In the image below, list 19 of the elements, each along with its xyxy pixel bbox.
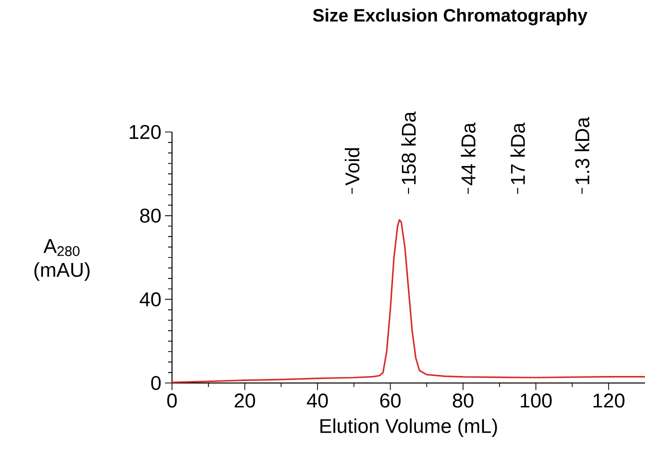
x-tick-label: 0	[167, 394, 177, 408]
ref-line-label: 1.3 kDa	[574, 117, 590, 184]
y-tick-label: 0	[151, 376, 161, 390]
x-tick-label: 40	[306, 394, 328, 408]
y-tick-label: 120	[130, 124, 161, 140]
ref-line-label: Void	[344, 148, 360, 186]
ref-line-label: 158 kDa	[401, 111, 416, 184]
ref-line-label: 17 kDa	[510, 122, 525, 184]
x-axis-title: Elution Volume (mL)	[320, 418, 497, 438]
x-tick-label: 80	[452, 394, 474, 408]
y-tick-label: 40	[140, 292, 161, 306]
ref-line-label: 44 kDa	[460, 122, 476, 186]
x-tick-label: 60	[380, 394, 401, 408]
x-tick-label: 100	[520, 394, 552, 408]
x-tick-label: 20	[234, 394, 256, 408]
y-axis-title: A$_{280}$ (mAU)	[34, 239, 90, 281]
x-tick-label: 120	[594, 394, 624, 408]
y-tick-label: 80	[140, 208, 161, 223]
chart-title: Size Exclusion Chromatography	[313, 8, 588, 26]
